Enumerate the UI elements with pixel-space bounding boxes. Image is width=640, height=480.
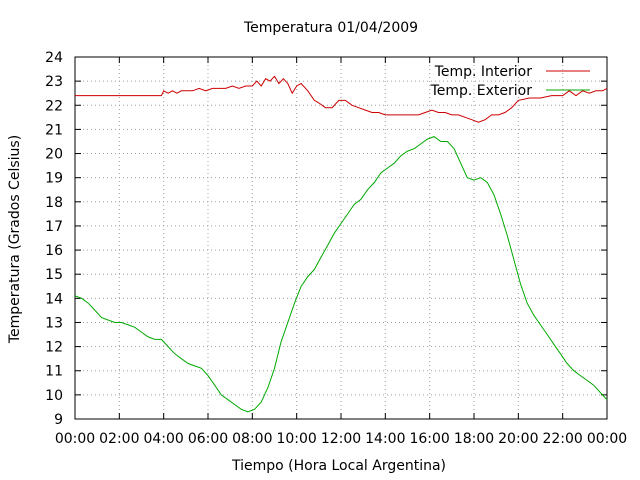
legend: Temp. Interior Temp. Exterior bbox=[430, 64, 590, 99]
plot-frame bbox=[74, 56, 608, 420]
grid bbox=[75, 57, 607, 419]
y-tick-label: 10 bbox=[45, 388, 63, 404]
legend-label-temp-interior: Temp. Interior bbox=[434, 64, 533, 80]
y-tick-label: 21 bbox=[45, 122, 63, 138]
series-line-temp-interior bbox=[75, 75, 608, 123]
x-tick-label: 12:00 bbox=[321, 431, 361, 447]
x-tick-label: 06:00 bbox=[188, 431, 228, 447]
y-tick-label: 24 bbox=[45, 50, 63, 66]
y-axis-label: Temperatura (Grados Celsius) bbox=[7, 135, 23, 344]
x-tick-label: 08:00 bbox=[232, 431, 272, 447]
x-tick-label: 04:00 bbox=[143, 431, 183, 447]
y-tick-label: 13 bbox=[45, 315, 63, 331]
y-tick-label: 14 bbox=[45, 291, 63, 307]
x-tick-label: 14:00 bbox=[365, 431, 405, 447]
axes: 00:00 02:00 04:00 06:00 08:00 10:00 12:00 14:00… bbox=[45, 50, 627, 447]
y-tick-label: 20 bbox=[45, 147, 63, 163]
x-tick-label: 00:00 bbox=[55, 431, 95, 447]
x-tick-label: 18:00 bbox=[454, 431, 494, 447]
y-tick-label: 11 bbox=[45, 364, 63, 380]
y-tick-label: 9 bbox=[54, 412, 63, 428]
x-tick-label: 00:00 bbox=[587, 431, 627, 447]
x-tick-label: 02:00 bbox=[99, 431, 139, 447]
y-tick-label: 16 bbox=[45, 243, 63, 259]
x-tick-label: 22:00 bbox=[542, 431, 582, 447]
y-tick-label: 18 bbox=[45, 195, 63, 211]
y-tick-label: 22 bbox=[45, 98, 63, 114]
x-tick-label: 16:00 bbox=[409, 431, 449, 447]
x-axis-label: Tiempo (Hora Local Argentina) bbox=[231, 458, 446, 474]
y-tick-label: 12 bbox=[45, 340, 63, 356]
x-tick-label: 20:00 bbox=[498, 431, 538, 447]
y-tick-label: 17 bbox=[45, 219, 63, 235]
series-line-temp-exterior bbox=[74, 136, 608, 413]
y-tick-label: 23 bbox=[45, 74, 63, 90]
y-tick-label: 15 bbox=[45, 267, 63, 283]
legend-label-temp-exterior: Temp. Exterior bbox=[430, 83, 533, 99]
plot-area bbox=[74, 75, 608, 413]
chart-title: Temperatura 01/04/2009 bbox=[243, 20, 418, 36]
y-tick-label: 19 bbox=[45, 171, 63, 187]
x-tick-label: 10:00 bbox=[276, 431, 316, 447]
